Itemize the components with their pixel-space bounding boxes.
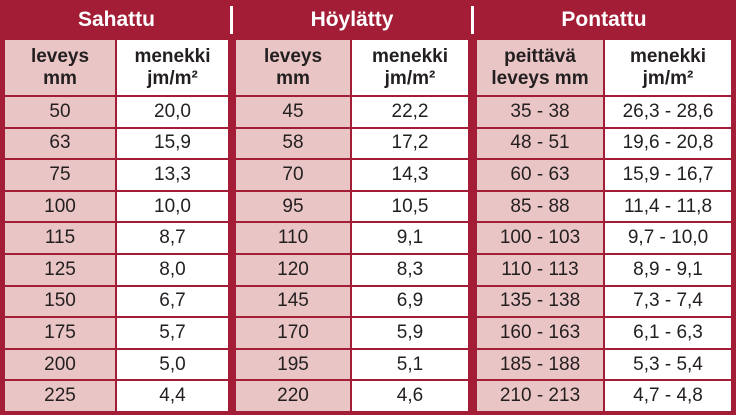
cell: 60 - 63 (477, 160, 603, 190)
cell: 160 - 163 (477, 318, 603, 348)
cell: 20,0 (117, 97, 228, 127)
cell: 6,7 (117, 286, 228, 317)
cell: 22,2 (352, 97, 468, 127)
cell: 75 (5, 160, 115, 190)
text: mm (276, 67, 310, 89)
cell: 6,9 (352, 286, 468, 317)
cell: 210 - 213 (477, 381, 603, 411)
cell: 14,3 (352, 160, 468, 190)
cell: 48 - 51 (477, 128, 603, 159)
cell: 195 (236, 349, 350, 380)
text: jm/m² (642, 67, 694, 89)
text: jm/m² (147, 67, 198, 89)
text: jm/m² (384, 67, 436, 89)
cell: 63 (5, 128, 115, 159)
cell: 5,9 (352, 318, 468, 348)
cell: 17,2 (352, 128, 468, 159)
cell: 200 (5, 349, 115, 380)
cell: 4,6 (352, 381, 468, 411)
cell: 5,3 - 5,4 (605, 349, 731, 380)
cell: 150 (5, 286, 115, 317)
column-header: menekki jm/m² (605, 40, 731, 95)
cell: 135 - 138 (477, 286, 603, 317)
cell: 85 - 88 (477, 191, 603, 222)
cell: 70 (236, 160, 350, 190)
cell: 100 (5, 191, 115, 222)
group-title: Sahattu (77, 8, 155, 31)
cell: 8,7 (117, 223, 228, 253)
cell: 95 (236, 191, 350, 222)
column-header: menekki jm/m² (117, 40, 228, 95)
cell: 145 (236, 286, 350, 317)
column-header: leveys mm (236, 40, 350, 95)
column-header: menekki jm/m² (352, 40, 468, 95)
cell: 35 - 38 (477, 97, 603, 127)
cell: 8,9 - 9,1 (605, 255, 731, 285)
cell: 100 - 103 (477, 223, 603, 253)
cell: 125 (5, 255, 115, 285)
text: leveys (263, 45, 323, 67)
cell: 58 (236, 128, 350, 159)
group-title: Höylätty (310, 8, 394, 31)
cell: 15,9 (117, 128, 228, 159)
cell: 9,7 - 10,0 (605, 223, 731, 253)
text: menekki (134, 45, 211, 67)
cell: 120 (236, 255, 350, 285)
cell: 225 (5, 381, 115, 411)
text: mm (43, 67, 77, 89)
cell: 185 - 188 (477, 349, 603, 380)
separator (471, 6, 474, 34)
column-header: leveys mm (5, 40, 115, 95)
cell: 5,7 (117, 318, 228, 348)
cell: 5,0 (117, 349, 228, 380)
column-header: peittävä leveys mm (477, 40, 603, 95)
cell: 8,0 (117, 255, 228, 285)
cell: 6,1 - 6,3 (605, 318, 731, 348)
text: leveys mm (491, 67, 589, 89)
text: leveys (30, 45, 90, 67)
cell: 175 (5, 318, 115, 348)
cell: 110 (236, 223, 350, 253)
cell: 115 (5, 223, 115, 253)
cell: 8,3 (352, 255, 468, 285)
cell: 13,3 (117, 160, 228, 190)
text: menekki (629, 45, 707, 67)
text: menekki (371, 45, 449, 67)
text: peittävä (504, 45, 576, 67)
cell: 19,6 - 20,8 (605, 128, 731, 159)
cell: 15,9 - 16,7 (605, 160, 731, 190)
separator (230, 6, 233, 34)
cell: 4,7 - 4,8 (605, 381, 731, 411)
cell: 110 - 113 (477, 255, 603, 285)
cell: 7,3 - 7,4 (605, 286, 731, 317)
cell: 45 (236, 97, 350, 127)
cell: 10,0 (117, 191, 228, 222)
cell: 50 (5, 97, 115, 127)
cell: 9,1 (352, 223, 468, 253)
cell: 11,4 - 11,8 (605, 191, 731, 222)
cell: 220 (236, 381, 350, 411)
cell: 5,1 (352, 349, 468, 380)
group-title: Pontattu (561, 8, 647, 31)
cell: 170 (236, 318, 350, 348)
cell: 10,5 (352, 191, 468, 222)
cell: 26,3 - 28,6 (605, 97, 731, 127)
cell: 4,4 (117, 381, 228, 411)
